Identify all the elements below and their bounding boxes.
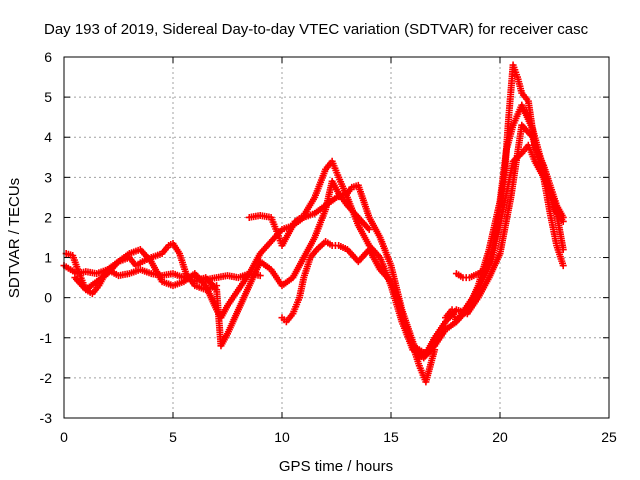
y-tick-label: -1 — [40, 330, 53, 346]
series-arc-10 — [409, 121, 567, 358]
axis-ticks — [63, 56, 610, 419]
y-tick-label: 1 — [44, 250, 52, 266]
x-tick-label: 5 — [169, 429, 177, 445]
series-arc-9 — [452, 141, 567, 282]
data-layer — [60, 61, 567, 386]
y-tick-label: -2 — [40, 370, 53, 386]
tick-labels: 0 5 10 15 20 25 -3 -2 -1 0 1 2 3 4 5 6 — [40, 49, 617, 445]
data-point — [365, 225, 373, 233]
x-tick-label: 10 — [274, 429, 290, 445]
y-tick-label: 4 — [44, 129, 52, 145]
x-tick-label: 20 — [492, 429, 508, 445]
y-tick-label: 6 — [44, 49, 52, 65]
y-tick-label: -3 — [40, 410, 53, 426]
y-axis-label: SDTVAR / TECUs — [6, 178, 23, 298]
data-point — [559, 246, 567, 254]
data-point — [559, 213, 567, 221]
y-tick-label: 0 — [44, 290, 52, 306]
x-tick-label: 25 — [601, 429, 617, 445]
data-point — [256, 272, 264, 280]
plot-frame — [63, 56, 610, 419]
y-tick-label: 3 — [44, 169, 52, 185]
x-axis-label: GPS time / hours — [279, 458, 393, 475]
data-point — [559, 262, 567, 270]
series-arc-3 — [71, 201, 330, 322]
y-tick-label: 2 — [44, 209, 52, 225]
x-tick-label: 15 — [383, 429, 399, 445]
y-tick-label: 5 — [44, 89, 52, 105]
chart-title: Day 193 of 2019, Sidereal Day-to-day VTE… — [44, 21, 589, 38]
x-tick-label: 0 — [60, 429, 68, 445]
